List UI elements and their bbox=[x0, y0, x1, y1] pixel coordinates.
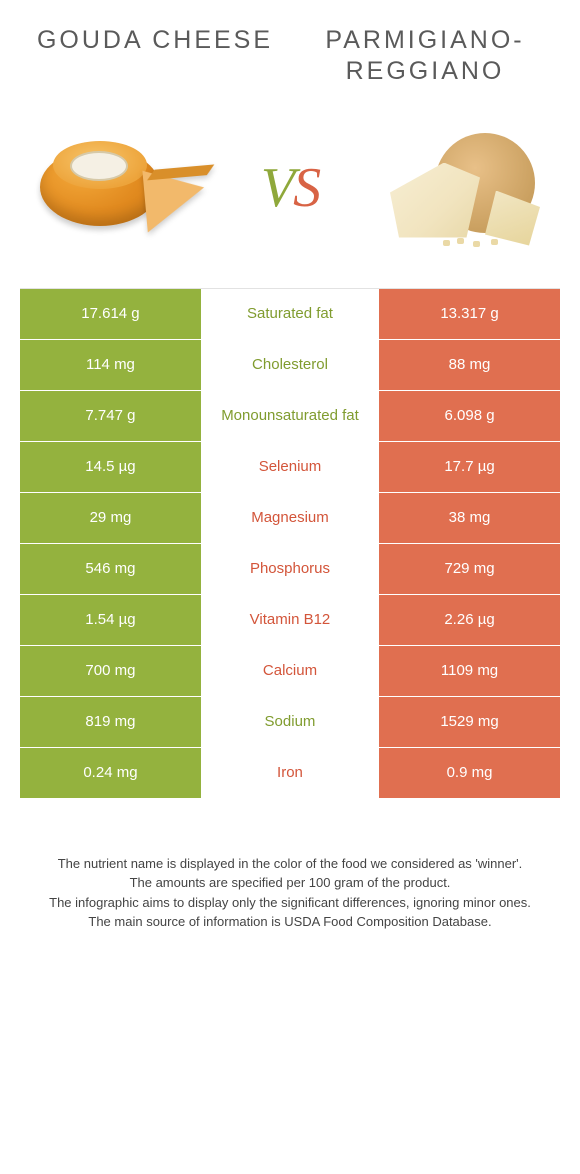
right-value: 2.26 µg bbox=[379, 595, 560, 645]
table-row: 546 mgPhosphorus729 mg bbox=[20, 544, 560, 595]
right-value: 17.7 µg bbox=[379, 442, 560, 492]
nutrient-label: Sodium bbox=[201, 697, 379, 747]
parmigiano-cheese-icon bbox=[375, 128, 545, 248]
left-food-image bbox=[20, 113, 220, 263]
nutrient-label: Saturated fat bbox=[201, 289, 379, 339]
left-value: 1.54 µg bbox=[20, 595, 201, 645]
right-value: 13.317 g bbox=[379, 289, 560, 339]
right-food-title: Parmigiano-Reggiano bbox=[304, 25, 547, 88]
left-value: 546 mg bbox=[20, 544, 201, 594]
footnote-line: The main source of information is USDA F… bbox=[25, 912, 555, 932]
nutrient-label: Cholesterol bbox=[201, 340, 379, 390]
left-value: 17.614 g bbox=[20, 289, 201, 339]
table-row: 14.5 µgSelenium17.7 µg bbox=[20, 442, 560, 493]
nutrient-label: Selenium bbox=[201, 442, 379, 492]
vs-v-letter: V bbox=[261, 157, 293, 219]
left-value: 819 mg bbox=[20, 697, 201, 747]
footnote-line: The amounts are specified per 100 gram o… bbox=[25, 873, 555, 893]
right-value: 38 mg bbox=[379, 493, 560, 543]
left-value: 7.747 g bbox=[20, 391, 201, 441]
table-row: 7.747 gMonounsaturated fat6.098 g bbox=[20, 391, 560, 442]
table-row: 0.24 mgIron0.9 mg bbox=[20, 748, 560, 799]
table-row: 700 mgCalcium1109 mg bbox=[20, 646, 560, 697]
table-row: 17.614 gSaturated fat13.317 g bbox=[20, 289, 560, 340]
left-value: 700 mg bbox=[20, 646, 201, 696]
right-value: 1529 mg bbox=[379, 697, 560, 747]
right-value: 1109 mg bbox=[379, 646, 560, 696]
gouda-cheese-icon bbox=[35, 133, 205, 243]
table-row: 114 mgCholesterol88 mg bbox=[20, 340, 560, 391]
right-value: 0.9 mg bbox=[379, 748, 560, 798]
left-food-title: Gouda Cheese bbox=[34, 25, 277, 88]
right-value: 88 mg bbox=[379, 340, 560, 390]
right-food-image bbox=[360, 113, 560, 263]
header: Gouda Cheese Parmigiano-Reggiano bbox=[0, 0, 580, 98]
nutrient-label: Vitamin B12 bbox=[201, 595, 379, 645]
footnote-line: The infographic aims to display only the… bbox=[25, 893, 555, 913]
images-row: VS bbox=[0, 98, 580, 288]
table-row: 1.54 µgVitamin B122.26 µg bbox=[20, 595, 560, 646]
nutrient-label: Iron bbox=[201, 748, 379, 798]
nutrition-table: 17.614 gSaturated fat13.317 g114 mgChole… bbox=[20, 288, 560, 799]
table-row: 819 mgSodium1529 mg bbox=[20, 697, 560, 748]
footnotes: The nutrient name is displayed in the co… bbox=[25, 854, 555, 932]
nutrient-label: Monounsaturated fat bbox=[201, 391, 379, 441]
nutrient-label: Magnesium bbox=[201, 493, 379, 543]
left-value: 114 mg bbox=[20, 340, 201, 390]
table-row: 29 mgMagnesium38 mg bbox=[20, 493, 560, 544]
left-value: 14.5 µg bbox=[20, 442, 201, 492]
right-value: 6.098 g bbox=[379, 391, 560, 441]
footnote-line: The nutrient name is displayed in the co… bbox=[25, 854, 555, 874]
vs-s-letter: S bbox=[293, 157, 319, 219]
left-value: 29 mg bbox=[20, 493, 201, 543]
nutrient-label: Calcium bbox=[201, 646, 379, 696]
right-value: 729 mg bbox=[379, 544, 560, 594]
vs-badge: VS bbox=[261, 156, 319, 220]
nutrient-label: Phosphorus bbox=[201, 544, 379, 594]
left-value: 0.24 mg bbox=[20, 748, 201, 798]
